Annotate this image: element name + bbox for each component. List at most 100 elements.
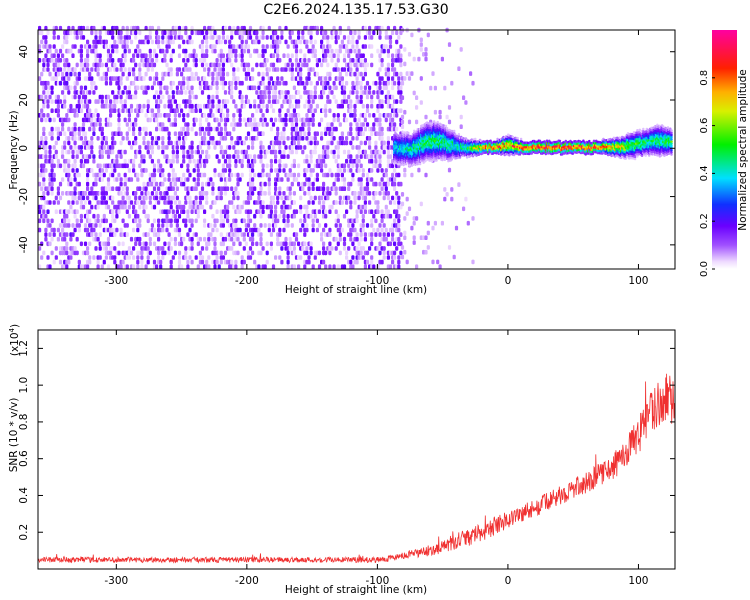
noise-cell	[221, 172, 225, 178]
noise-cell	[342, 163, 347, 169]
noise-cell	[169, 223, 173, 228]
noise-cell	[173, 172, 177, 178]
noise-cell	[332, 113, 336, 118]
noise-cell	[144, 204, 148, 210]
noise-cell	[257, 209, 261, 214]
noise-cell	[138, 186, 142, 191]
noise-cell	[290, 71, 294, 77]
noise-cell	[129, 200, 134, 205]
noise-cell	[238, 117, 242, 123]
noise-cell	[123, 85, 127, 91]
noise-cell	[393, 200, 397, 205]
noise-cell	[217, 264, 221, 269]
noise-cell	[328, 126, 332, 132]
noise-cell	[50, 181, 54, 187]
noise-cell	[83, 136, 88, 141]
noise-cell	[282, 53, 286, 58]
noise-cell	[157, 35, 161, 40]
noise-cell	[134, 218, 138, 224]
noise-cell	[165, 223, 169, 228]
noise-cell	[274, 213, 278, 219]
noise-cell	[311, 227, 315, 233]
noise-cell	[349, 108, 353, 113]
noise-cell	[345, 140, 349, 146]
noise-cell	[167, 117, 171, 123]
noise-cell	[71, 149, 75, 155]
noise-cell	[69, 236, 73, 242]
noise-cell	[303, 172, 307, 178]
noise-cell	[340, 76, 344, 81]
noise-cell	[159, 163, 163, 169]
noise-cell	[234, 85, 238, 91]
noise-cell	[359, 250, 363, 256]
noise-cell	[309, 35, 313, 40]
noise-cell	[284, 163, 288, 169]
noise-cell	[355, 154, 359, 159]
noise-cell	[397, 218, 401, 224]
noise-cell	[349, 236, 353, 242]
noise-cell	[161, 246, 165, 251]
noise-cell	[309, 246, 313, 251]
noise-cell	[138, 204, 142, 210]
noise-cell	[46, 99, 50, 104]
noise-cell	[234, 264, 238, 269]
noise-cell	[342, 90, 347, 95]
noise-cell	[79, 108, 83, 113]
noise-cell	[469, 71, 473, 76]
noise-cell	[292, 250, 296, 256]
noise-cell	[376, 48, 380, 54]
noise-cell	[347, 246, 351, 251]
noise-cell	[194, 108, 198, 113]
noise-cell	[303, 181, 307, 187]
noise-cell	[361, 255, 365, 260]
noise-cell	[136, 213, 140, 219]
noise-cell	[315, 30, 319, 36]
noise-cell	[290, 223, 294, 228]
noise-cell	[163, 103, 167, 109]
noise-cell	[63, 145, 67, 150]
noise-cell	[340, 80, 344, 86]
noise-cell	[200, 186, 205, 191]
noise-cell	[111, 200, 115, 205]
noise-cell	[395, 246, 399, 251]
noise-cell	[207, 94, 211, 100]
noise-cell	[232, 154, 236, 159]
noise-cell	[313, 149, 317, 155]
noise-cell	[44, 35, 48, 40]
noise-cell	[290, 181, 294, 187]
noise-cell	[219, 259, 223, 265]
noise-cell	[338, 71, 342, 77]
noise-cell	[188, 172, 192, 178]
noise-cell	[192, 48, 196, 54]
noise-cell	[328, 108, 332, 113]
noise-cell	[211, 25, 215, 31]
noise-cell	[196, 209, 200, 214]
noise-cell	[397, 255, 401, 260]
noise-cell	[98, 163, 102, 169]
noise-cell	[399, 62, 403, 68]
noise-cell	[213, 264, 217, 269]
noise-cell	[142, 140, 146, 146]
noise-cell	[69, 255, 73, 260]
noise-cell	[242, 25, 246, 31]
noise-cell	[127, 140, 131, 146]
noise-cell	[419, 47, 423, 52]
noise-cell	[140, 108, 144, 113]
noise-cell	[115, 44, 119, 49]
noise-cell	[248, 218, 253, 224]
noise-cell	[240, 94, 244, 100]
noise-cell	[284, 39, 288, 45]
noise-cell	[294, 232, 299, 237]
noise-cell	[397, 200, 401, 205]
noise-cell	[330, 172, 334, 178]
noise-cell	[102, 25, 106, 31]
noise-cell	[299, 227, 303, 233]
noise-cell	[180, 35, 184, 40]
noise-cell	[79, 145, 83, 150]
noise-cell	[148, 30, 152, 36]
noise-cell	[288, 186, 292, 191]
noise-cell	[196, 213, 200, 219]
noise-cell	[90, 204, 94, 210]
noise-cell	[192, 76, 196, 81]
noise-cell	[363, 113, 367, 118]
